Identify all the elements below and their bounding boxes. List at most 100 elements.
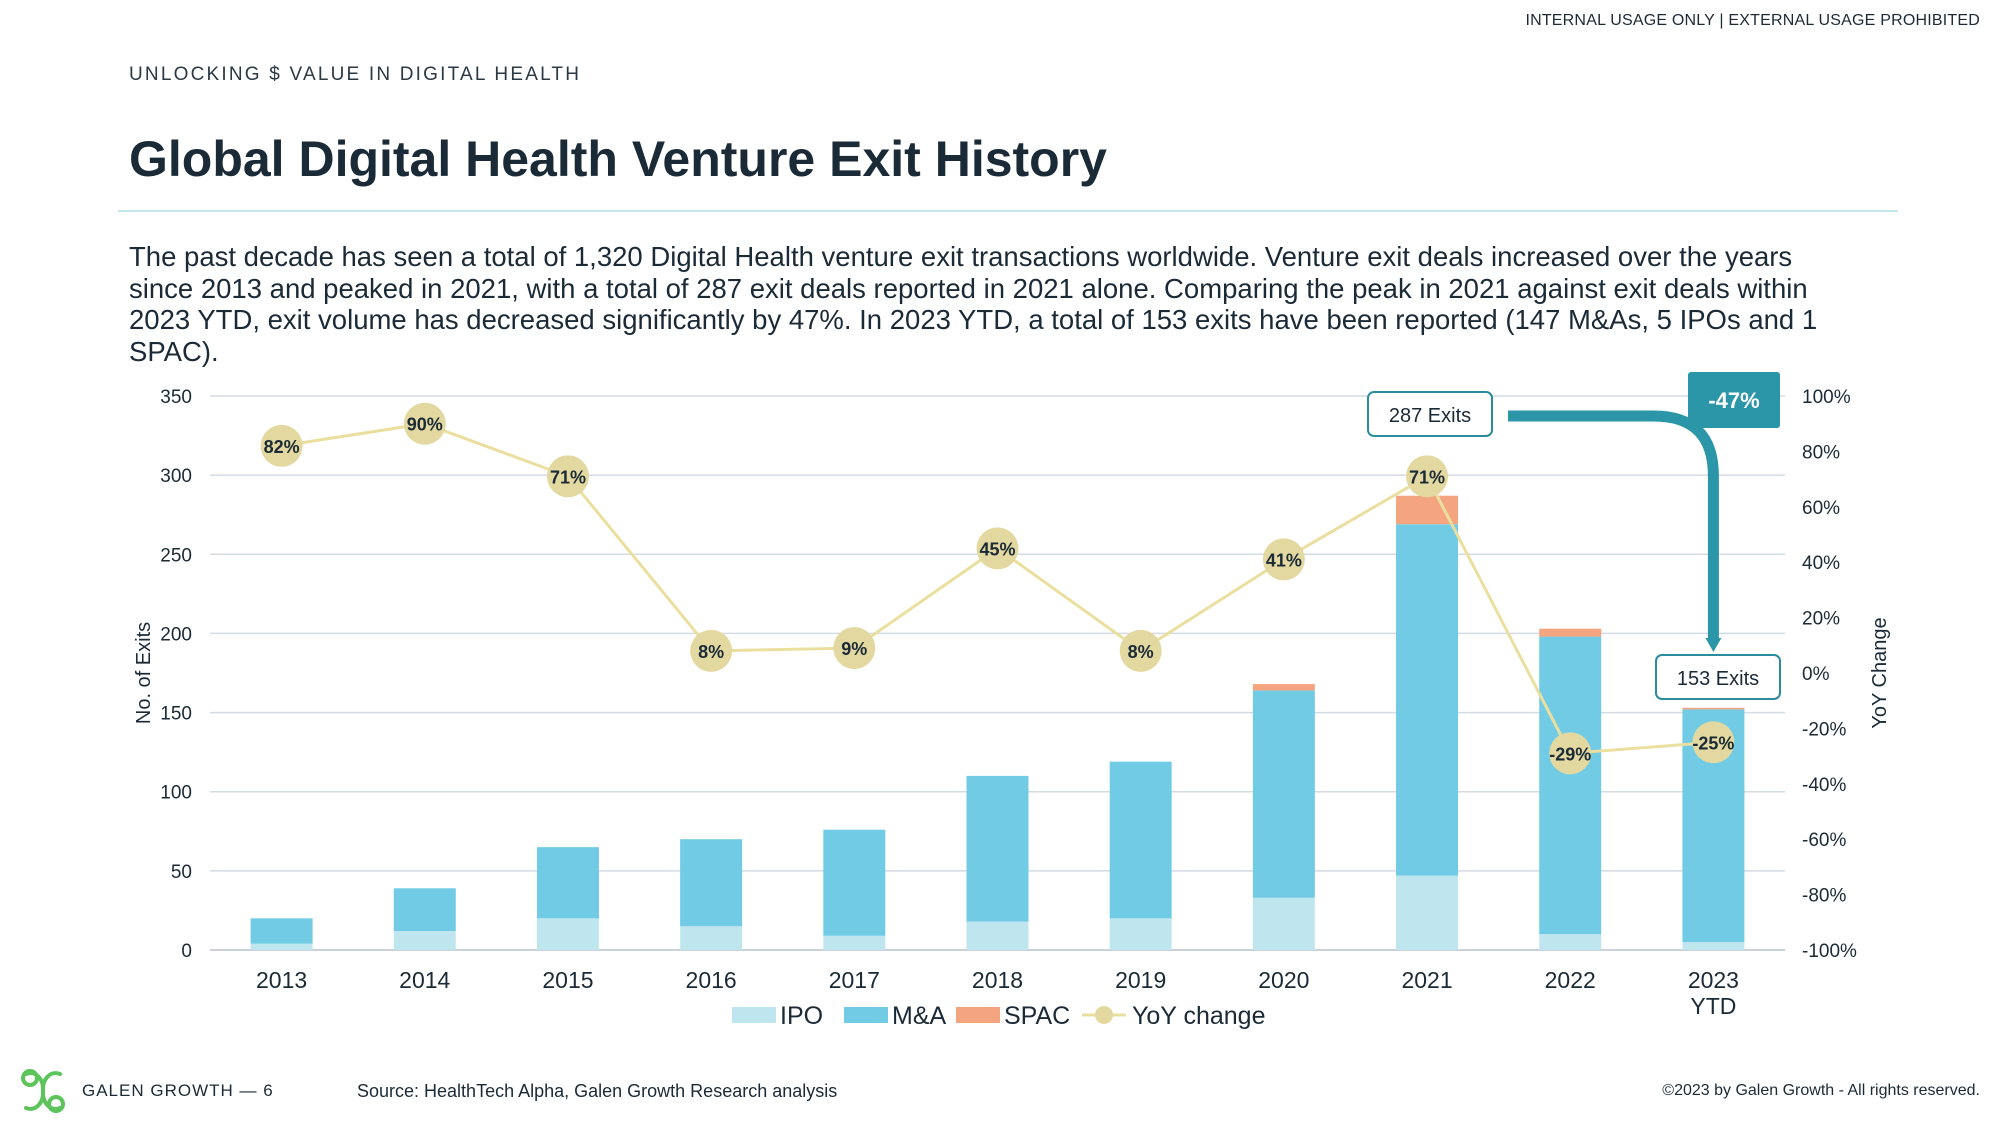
intro-paragraph: The past decade has seen a total of 1,32… [129,241,1818,367]
bar-ipo-2016 [680,926,743,950]
bar-ipo-2018 [966,921,1029,950]
y-tick-label: 150 [160,704,192,725]
bar-ipo-2023-ytd [1682,942,1745,950]
y2-tick-label: 40% [1802,553,1840,574]
x-tick-label: 2023 [1688,967,1739,993]
y2-tick-label: 0% [1802,664,1830,685]
y2-tick-label: 100% [1802,387,1851,408]
bar-ipo-2014 [393,931,456,950]
yoy-marker-2014 [403,402,446,445]
bar-ma-2017 [823,829,886,936]
bar-ma-2014 [393,888,456,932]
bar-ma-2015 [536,847,599,919]
yoy-data-label: 41% [1266,550,1302,570]
yoy-change-line [281,422,1714,755]
y-tick-label: 100 [160,783,192,804]
y2-tick-label: -60% [1802,830,1846,851]
x-tick-label: 2015 [542,967,593,993]
y2-tick-label: -80% [1802,886,1846,907]
bar-ipo-2013 [250,943,313,950]
legend-swatch-spac [956,1007,1000,1023]
latest-exits-label: 153 Exits [1677,668,1759,690]
yoy-marker-2017 [833,627,876,670]
footer-brand: GALEN GROWTH — 6 [82,1081,274,1100]
x-tick-label: 2013 [256,967,307,993]
bar-spac-2020 [1252,684,1315,691]
bar-ma-2018 [966,775,1029,922]
x-tick-label: 2014 [399,967,450,993]
bar-spac-2022 [1539,628,1602,637]
yoy-marker-2015 [546,455,589,498]
bar-ipo-2021 [1396,875,1459,950]
page-title: Global Digital Health Venture Exit Histo… [129,131,1107,187]
yoy-data-label: 8% [698,642,724,662]
legend-label-yoy: YoY change [1132,1002,1265,1030]
yoy-data-label: 9% [841,639,867,659]
bar-ma-2022 [1539,636,1602,935]
y-tick-label: 300 [160,466,192,487]
y-axis-title: No. of Exits [133,622,155,724]
y-tick-label: 50 [171,862,192,883]
footer-source: Source: HealthTech Alpha, Galen Growth R… [357,1081,838,1101]
y2-tick-label: -40% [1802,775,1846,796]
decrease-arrow-head [1705,638,1722,652]
yoy-data-label: 8% [1128,642,1154,662]
bar-ma-2020 [1252,690,1315,898]
yoy-marker-2023-ytd [1692,721,1735,764]
yoy-marker-2016 [690,629,733,672]
y2-tick-label: -100% [1802,941,1857,962]
y-tick-label: 250 [160,545,192,566]
legend-swatch-ipo [732,1007,776,1023]
yoy-data-label: 45% [979,539,1015,559]
bar-ma-2021 [1396,524,1459,876]
yoy-data-label: 82% [264,437,300,457]
x-tick-label: 2018 [972,967,1023,993]
yoy-data-label: 71% [550,467,586,487]
bar-ipo-2017 [823,935,886,950]
x-tick-label: 2017 [829,967,880,993]
y-tick-label: 350 [160,387,192,408]
galen-growth-logo-icon [21,1069,65,1113]
y2-tick-label: -20% [1802,719,1846,740]
y2-tick-label: 80% [1802,442,1840,463]
peak-exits-label: 287 Exits [1389,405,1471,427]
change-badge [1688,372,1780,428]
bar-ma-2013 [250,918,313,944]
x-tick-label: 2019 [1115,967,1166,993]
y2-tick-label: 60% [1802,498,1840,519]
y2-axis-title: YoY Change [1869,617,1891,728]
legend-label-spac: SPAC [1004,1002,1070,1030]
section-kicker: UNLOCKING $ VALUE IN DIGITAL HEALTH [129,64,582,85]
yoy-marker-2022 [1549,732,1592,775]
legend-label-ma: M&A [892,1002,947,1030]
footer-copyright: ©2023 by Galen Growth - All rights reser… [1662,1082,1980,1099]
yoy-data-label: -25% [1692,733,1734,753]
bar-ma-2016 [680,839,743,927]
x-tick-label: 2021 [1401,967,1452,993]
bar-ma-2019 [1109,761,1172,919]
yoy-data-label: 90% [407,415,443,435]
y-tick-label: 0 [181,941,192,962]
usage-notice: INTERNAL USAGE ONLY | EXTERNAL USAGE PRO… [1525,12,1980,29]
yoy-data-label: 71% [1409,467,1445,487]
x-tick-label: 2020 [1258,967,1309,993]
legend-swatch-yoy-marker [1095,1006,1113,1024]
y2-tick-label: 20% [1802,609,1840,630]
yoy-marker-2021 [1406,455,1449,498]
yoy-marker-2019 [1119,629,1162,672]
latest-exits-callout [1655,654,1781,700]
exit-history-chart: 0 50 100 150 200 250 300 350 -100% -80% -60% -40% -2… [133,372,1891,1030]
x-tick-label: 2022 [1545,967,1596,993]
y-tick-label: 200 [160,624,192,645]
decrease-arrow [1508,410,1719,640]
x-tick-label: YTD [1690,993,1736,1019]
bar-ipo-2019 [1109,918,1172,950]
legend-label-ipo: IPO [780,1002,823,1030]
yoy-marker-2018 [976,527,1019,570]
bar-ipo-2020 [1252,897,1315,950]
yoy-marker-2020 [1262,538,1305,581]
yoy-data-label: -29% [1549,744,1591,764]
yoy-marker-2013 [260,424,303,467]
peak-exits-callout [1367,391,1493,437]
change-badge-label: -47% [1708,388,1759,413]
